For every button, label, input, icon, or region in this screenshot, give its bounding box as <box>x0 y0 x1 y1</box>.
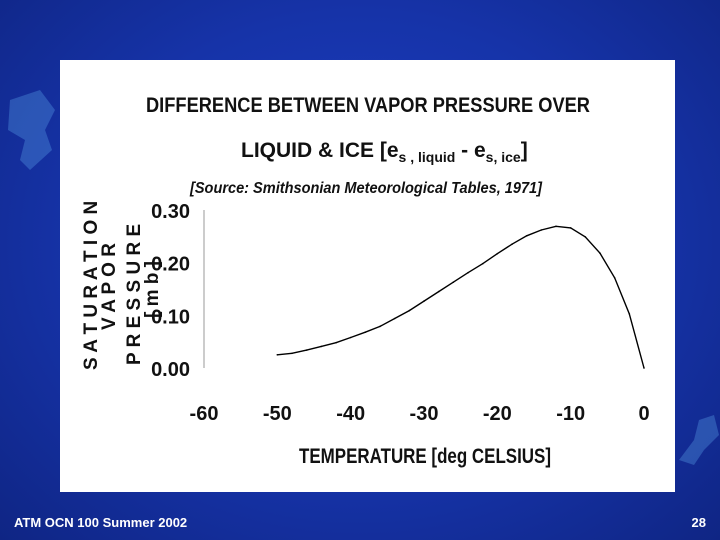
x-tick-label: 0 <box>638 403 649 425</box>
x-axis-label: TEMPERATURE [deg CELSIUS] <box>299 445 551 468</box>
series-point <box>584 236 587 238</box>
x-tick-label: -40 <box>336 403 365 425</box>
y-tick-label: 0.10 <box>151 306 190 328</box>
series-point <box>423 300 425 302</box>
series-line <box>277 225 645 369</box>
y-axis-label-line1: S A T U R A T I O N <box>81 201 102 370</box>
series-point <box>569 227 572 229</box>
series-point <box>511 243 513 245</box>
series-points <box>276 225 645 369</box>
y-axis-label-line3: P R E S S U R E <box>124 224 145 365</box>
y-axis-label: S A T U R A T I O N V A P O R P R E S S … <box>81 201 163 370</box>
x-tick-label: -20 <box>483 403 512 425</box>
map-outline-right-icon <box>679 415 719 465</box>
series-point <box>276 354 279 356</box>
series-point <box>496 252 499 255</box>
series-point <box>613 277 616 279</box>
chart-panel: DIFFERENCE BETWEEN VAPOR PRESSURE OVER L… <box>60 60 675 492</box>
chart: DIFFERENCE BETWEEN VAPOR PRESSURE OVER L… <box>81 94 650 468</box>
series-point <box>379 325 381 328</box>
series-point <box>540 229 543 231</box>
series-point <box>320 345 323 348</box>
x-tick-labels: -60 -50 -40 -30 -20 -10 0 <box>190 403 650 425</box>
series-point <box>408 309 411 312</box>
series-point <box>481 262 484 265</box>
series-point <box>467 271 469 274</box>
series-point <box>437 290 440 293</box>
x-tick-label: -50 <box>263 403 292 425</box>
map-outline-left-icon <box>8 90 55 170</box>
series-point <box>628 313 631 315</box>
x-tick-label: -30 <box>410 403 439 425</box>
y-tick-labels: 0.00 0.10 0.20 0.30 <box>151 201 190 381</box>
footer-course-label: ATM OCN 100 Summer 2002 <box>14 515 188 530</box>
chart-title-line2: LIQUID & ICE [es , liquid - es, ice] <box>241 139 528 165</box>
series-point <box>599 252 601 254</box>
y-tick-label: 0.00 <box>151 359 190 381</box>
series-point <box>364 331 367 334</box>
series-point <box>643 367 645 369</box>
series-point <box>291 352 293 355</box>
series-point <box>555 225 557 228</box>
series-point <box>393 317 396 320</box>
series-point <box>349 336 352 339</box>
page-number: 28 <box>691 515 706 530</box>
y-axis-label-line4: [ m b ] <box>142 261 163 318</box>
series-point <box>305 349 308 351</box>
y-axis-label-line2: V A P O R <box>99 243 120 330</box>
y-tick-label: 0.20 <box>151 254 190 276</box>
chart-title-line1: DIFFERENCE BETWEEN VAPOR PRESSURE OVER <box>146 94 590 117</box>
y-tick-label: 0.30 <box>151 201 190 223</box>
x-tick-label: -60 <box>190 403 219 425</box>
series-point <box>335 341 337 344</box>
chart-subtitle: [Source: Smithsonian Meteorological Tabl… <box>189 180 543 197</box>
series-point <box>452 281 455 283</box>
x-tick-label: -10 <box>556 403 585 425</box>
series-point <box>525 235 528 237</box>
